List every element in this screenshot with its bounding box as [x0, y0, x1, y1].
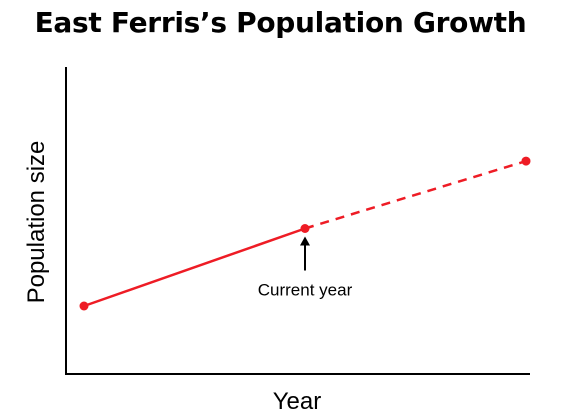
- data-point: [79, 301, 89, 311]
- chart-title: East Ferris’s Population Growth: [34, 6, 527, 39]
- x-axis-label: Year: [273, 388, 322, 414]
- annotation-layer: Current year: [258, 236, 353, 300]
- y-axis-label: Population size: [23, 141, 50, 304]
- projected-series-line: [304, 159, 527, 230]
- data-point: [300, 224, 310, 233]
- data-point: [521, 156, 531, 166]
- axes: [65, 67, 530, 375]
- series-layer: [79, 156, 531, 311]
- actual-series-line: [83, 227, 306, 308]
- annotation-arrow-head: [300, 236, 310, 246]
- annotation-label: Current year: [258, 281, 353, 300]
